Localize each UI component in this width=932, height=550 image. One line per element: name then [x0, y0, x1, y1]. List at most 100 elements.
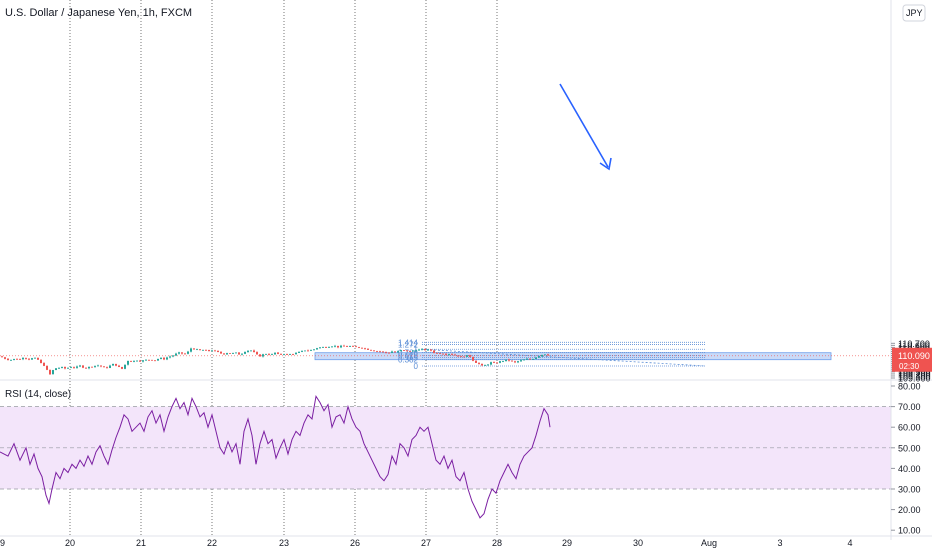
- time-tick-label: 29: [562, 538, 572, 548]
- time-tick-label: 21: [136, 538, 146, 548]
- candle-body: [403, 350, 405, 351]
- candle-body: [478, 362, 480, 364]
- arrow-shaft[interactable]: [559, 83, 609, 168]
- candle-body: [166, 357, 168, 360]
- candle-body: [250, 350, 252, 352]
- fib-level-label: 0.5: [407, 354, 419, 363]
- candle-body: [376, 351, 378, 353]
- rsi-tick-label: 40.00: [898, 464, 921, 474]
- candle-body: [40, 359, 42, 364]
- rsi-pane[interactable]: [0, 394, 891, 519]
- candle-body: [322, 347, 324, 348]
- candle-body: [517, 361, 519, 363]
- fib-level-label: 0.382: [398, 356, 419, 365]
- candle-body: [343, 345, 345, 347]
- candle-body: [199, 349, 201, 351]
- candle-body: [430, 349, 432, 351]
- candle-body: [547, 354, 549, 356]
- candle-body: [505, 359, 507, 362]
- candle-body: [193, 348, 195, 350]
- candle-body: [13, 358, 15, 360]
- candle-body: [514, 361, 516, 363]
- candle-body: [85, 367, 87, 369]
- candle-body: [19, 359, 21, 360]
- candle-body: [457, 355, 459, 357]
- rsi-tick-label: 30.00: [898, 485, 921, 495]
- candle-body: [145, 359, 147, 361]
- candle-body: [421, 348, 423, 350]
- candle-body: [94, 365, 96, 367]
- candle-body: [367, 348, 369, 350]
- currency-button[interactable]: [902, 4, 926, 22]
- candle-body: [49, 369, 51, 375]
- candle-body: [247, 350, 249, 352]
- grid-lines: [69, 0, 498, 536]
- down-arrow-annotation[interactable]: [559, 83, 612, 171]
- candle-body: [340, 345, 342, 348]
- candle-body: [448, 353, 450, 355]
- rsi-tick-label: 50.00: [898, 443, 921, 453]
- candle-body: [187, 351, 189, 354]
- candle-body: [532, 358, 534, 360]
- time-tick-label: 27: [421, 538, 431, 548]
- candle-body: [10, 359, 12, 361]
- candle-body: [454, 354, 456, 356]
- candle-body: [469, 355, 471, 357]
- candle-body: [151, 359, 153, 361]
- currency-button-label: JPY: [906, 8, 923, 18]
- candle-body: [475, 360, 477, 363]
- candle-body: [253, 350, 255, 353]
- symbol-legend: U.S. Dollar / Japanese Yen, 1h, FXCM: [5, 7, 193, 19]
- candle-body: [100, 365, 102, 367]
- candle-body: [286, 354, 288, 356]
- candle-body: [328, 347, 330, 348]
- candle-body: [106, 367, 108, 369]
- candle-body: [154, 360, 156, 362]
- candle-body: [235, 352, 237, 354]
- time-tick-label: 4: [847, 538, 852, 548]
- rsi-tick-label: 10.00: [898, 526, 921, 536]
- candle-body: [112, 363, 114, 366]
- candle-body: [481, 363, 483, 366]
- candle-body: [181, 352, 183, 354]
- candle-body: [115, 363, 117, 366]
- candle-body: [436, 352, 438, 354]
- candle-body: [520, 360, 522, 362]
- candle-body: [190, 348, 192, 352]
- candle-body: [163, 357, 165, 360]
- candle-body: [7, 358, 9, 360]
- candle-body: [388, 352, 390, 354]
- candle-body: [472, 356, 474, 361]
- trend-line[interactable]: [421, 348, 706, 367]
- candle-body: [412, 350, 414, 352]
- last-price-badge: [892, 347, 932, 372]
- time-tick-label: Aug: [701, 538, 717, 548]
- resistance-zone[interactable]: [314, 352, 832, 361]
- candle-body: [358, 347, 360, 348]
- candle-body: [67, 367, 69, 369]
- candlesticks: [1, 344, 549, 375]
- countdown-label: 02:30: [899, 362, 920, 371]
- candle-body: [223, 353, 225, 355]
- candle-body: [460, 356, 462, 358]
- candle-body: [508, 359, 510, 361]
- candle-body: [220, 351, 222, 354]
- candle-body: [484, 365, 486, 366]
- candle-body: [337, 345, 339, 348]
- candle-body: [334, 345, 336, 347]
- last-price-label: 110.090: [898, 351, 930, 361]
- candle-body: [259, 354, 261, 357]
- candle-body: [178, 352, 180, 354]
- candle-body: [139, 360, 141, 362]
- candle-body: [241, 353, 243, 355]
- candle-body: [124, 364, 126, 369]
- time-tick-label: 3: [777, 538, 782, 548]
- candle-body: [22, 358, 24, 360]
- arrow-head[interactable]: [599, 157, 612, 171]
- candle-body: [370, 349, 372, 351]
- candle-body: [43, 363, 45, 366]
- candle-body: [205, 349, 207, 351]
- candle-body: [379, 351, 381, 353]
